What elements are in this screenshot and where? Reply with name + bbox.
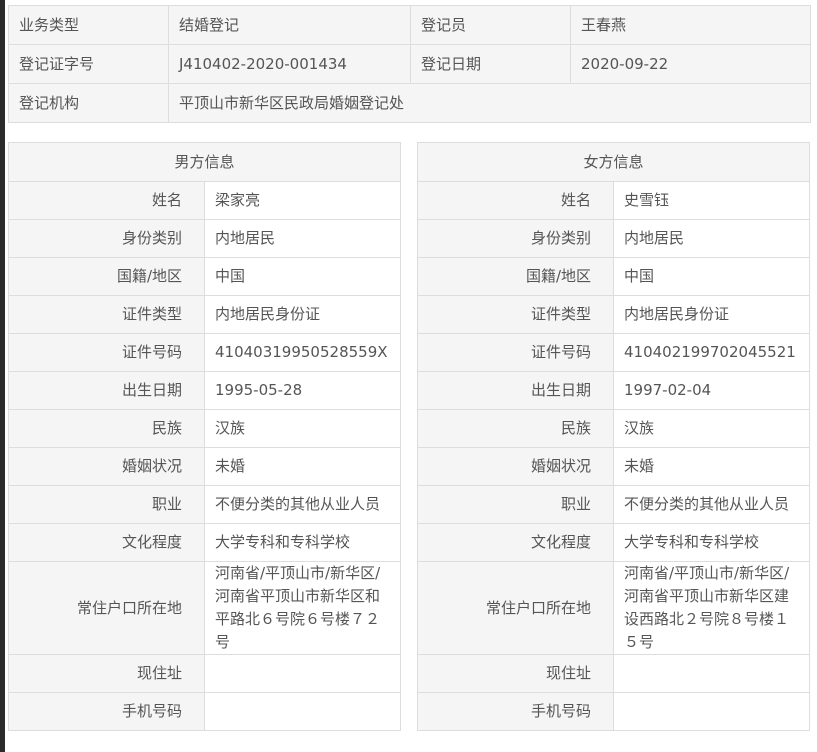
business-type-value: 结婚登记 xyxy=(168,5,411,45)
female-field-value: 不便分类的其他从业人员 xyxy=(613,485,810,524)
registration-summary-table: 业务类型 结婚登记 登记员 王春燕 登记证字号 J410402-2020-001… xyxy=(8,5,811,123)
male-field-label: 证件号码 xyxy=(8,333,205,372)
female-field-label: 姓名 xyxy=(417,181,614,220)
male-field-label: 出生日期 xyxy=(8,371,205,410)
male-field-value: 内地居民身份证 xyxy=(204,295,401,334)
male-field-label: 常住户口所在地 xyxy=(8,561,205,655)
female-field-label: 民族 xyxy=(417,409,614,448)
male-info-title: 男方信息 xyxy=(8,142,401,182)
male-field-value xyxy=(204,654,401,693)
female-field-value: 410402199702045521 xyxy=(613,333,810,372)
table-row: 证件类型 内地居民身份证 xyxy=(417,295,810,334)
male-field-value: 河南省/平顶山市/新华区/河南省平顶山市新华区和平路北６号院６号楼７２号 xyxy=(204,561,401,655)
table-row: 文化程度 大学专科和专科学校 xyxy=(8,523,401,562)
business-type-label: 业务类型 xyxy=(8,5,169,45)
table-row: 文化程度 大学专科和专科学校 xyxy=(417,523,810,562)
table-row: 常住户口所在地 河南省/平顶山市/新华区/河南省平顶山市新华区建设西路北２号院８号… xyxy=(417,561,810,655)
female-field-value: 未婚 xyxy=(613,447,810,486)
reg-date-value: 2020-09-22 xyxy=(570,44,811,84)
female-field-value xyxy=(613,692,810,731)
table-row: 民族 汉族 xyxy=(417,409,810,448)
table-row: 手机号码 xyxy=(8,692,401,731)
registrar-value: 王春燕 xyxy=(570,5,811,45)
female-field-value: 史雪钰 xyxy=(613,181,810,220)
cert-no-label: 登记证字号 xyxy=(8,44,169,84)
male-field-value: 1995-05-28 xyxy=(204,371,401,410)
table-row: 常住户口所在地 河南省/平顶山市/新华区/河南省平顶山市新华区和平路北６号院６号楼… xyxy=(8,561,401,655)
female-field-value xyxy=(613,654,810,693)
cert-no-value: J410402-2020-001434 xyxy=(168,44,411,84)
male-field-label: 国籍/地区 xyxy=(8,257,205,296)
female-field-label: 身份类别 xyxy=(417,219,614,258)
female-field-value: 内地居民身份证 xyxy=(613,295,810,334)
male-field-label: 婚姻状况 xyxy=(8,447,205,486)
table-row: 出生日期 1995-05-28 xyxy=(8,371,401,410)
male-field-value: 梁家亮 xyxy=(204,181,401,220)
female-field-label: 国籍/地区 xyxy=(417,257,614,296)
table-row: 证件号码 41040319950528559X xyxy=(8,333,401,372)
table-row: 姓名 史雪钰 xyxy=(417,181,810,220)
male-field-label: 身份类别 xyxy=(8,219,205,258)
male-field-label: 姓名 xyxy=(8,181,205,220)
male-info-table: 男方信息 姓名 梁家亮 身份类别 内地居民 国籍/地区 中国 证件类型 内地居民身份证 证件号码… xyxy=(8,142,401,731)
female-field-value: 内地居民 xyxy=(613,219,810,258)
table-row: 现住址 xyxy=(8,654,401,693)
female-info-table: 女方信息 姓名 史雪钰 身份类别 内地居民 国籍/地区 中国 证件类型 内地居民身份证 证件号码… xyxy=(417,142,810,731)
table-row: 职业 不便分类的其他从业人员 xyxy=(8,485,401,524)
male-field-label: 职业 xyxy=(8,485,205,524)
agency-value: 平顶山市新华区民政局婚姻登记处 xyxy=(168,83,811,123)
table-row: 婚姻状况 未婚 xyxy=(8,447,401,486)
table-row: 民族 汉族 xyxy=(8,409,401,448)
male-field-label: 民族 xyxy=(8,409,205,448)
female-field-label: 职业 xyxy=(417,485,614,524)
table-row: 业务类型 结婚登记 登记员 王春燕 xyxy=(8,5,811,45)
male-field-label: 证件类型 xyxy=(8,295,205,334)
female-field-label: 婚姻状况 xyxy=(417,447,614,486)
table-row: 出生日期 1997-02-04 xyxy=(417,371,810,410)
male-field-value: 大学专科和专科学校 xyxy=(204,523,401,562)
female-field-label: 证件号码 xyxy=(417,333,614,372)
table-row: 姓名 梁家亮 xyxy=(8,181,401,220)
male-field-value xyxy=(204,692,401,731)
female-field-value: 河南省/平顶山市/新华区/河南省平顶山市新华区建设西路北２号院８号楼１５号 xyxy=(613,561,810,655)
male-field-value: 汉族 xyxy=(204,409,401,448)
female-field-value: 1997-02-04 xyxy=(613,371,810,410)
agency-label: 登记机构 xyxy=(8,83,169,123)
table-row: 证件号码 410402199702045521 xyxy=(417,333,810,372)
female-field-label: 手机号码 xyxy=(417,692,614,731)
female-field-value: 大学专科和专科学校 xyxy=(613,523,810,562)
male-field-value: 不便分类的其他从业人员 xyxy=(204,485,401,524)
female-field-label: 常住户口所在地 xyxy=(417,561,614,655)
male-field-value: 内地居民 xyxy=(204,219,401,258)
window-edge xyxy=(0,0,5,752)
female-field-label: 文化程度 xyxy=(417,523,614,562)
table-row: 婚姻状况 未婚 xyxy=(417,447,810,486)
male-field-value: 未婚 xyxy=(204,447,401,486)
male-field-value: 41040319950528559X xyxy=(204,333,401,372)
male-field-label: 现住址 xyxy=(8,654,205,693)
female-field-value: 中国 xyxy=(613,257,810,296)
table-row: 职业 不便分类的其他从业人员 xyxy=(417,485,810,524)
table-row: 身份类别 内地居民 xyxy=(8,219,401,258)
table-row: 登记机构 平顶山市新华区民政局婚姻登记处 xyxy=(8,83,811,123)
female-field-label: 证件类型 xyxy=(417,295,614,334)
male-field-value: 中国 xyxy=(204,257,401,296)
female-field-value: 汉族 xyxy=(613,409,810,448)
male-field-label: 文化程度 xyxy=(8,523,205,562)
male-field-label: 手机号码 xyxy=(8,692,205,731)
female-field-label: 出生日期 xyxy=(417,371,614,410)
table-row: 国籍/地区 中国 xyxy=(8,257,401,296)
table-row: 手机号码 xyxy=(417,692,810,731)
table-row: 现住址 xyxy=(417,654,810,693)
reg-date-label: 登记日期 xyxy=(410,44,571,84)
female-field-label: 现住址 xyxy=(417,654,614,693)
table-row: 证件类型 内地居民身份证 xyxy=(8,295,401,334)
table-row: 登记证字号 J410402-2020-001434 登记日期 2020-09-2… xyxy=(8,44,811,84)
registrar-label: 登记员 xyxy=(410,5,571,45)
table-row: 身份类别 内地居民 xyxy=(417,219,810,258)
table-row: 国籍/地区 中国 xyxy=(417,257,810,296)
female-info-title: 女方信息 xyxy=(417,142,810,182)
